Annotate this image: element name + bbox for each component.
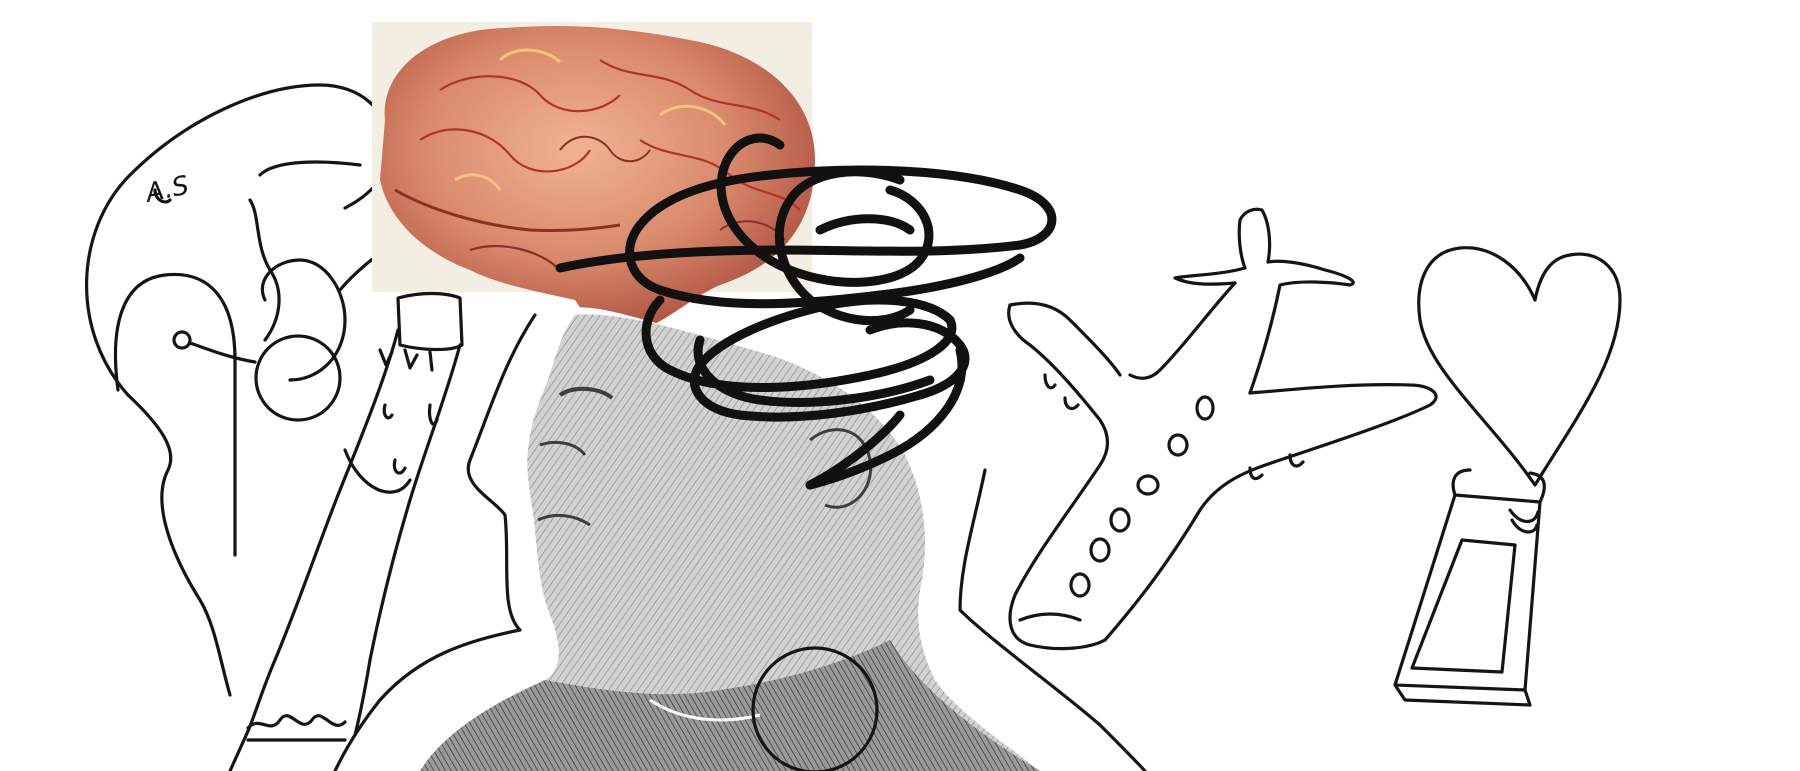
- handwritten-annotation: A.S: [141, 171, 191, 210]
- head-outline: [333, 313, 1147, 771]
- airplane-icon: [1007, 207, 1438, 651]
- heart-icon: [1417, 246, 1622, 487]
- cigarette-icon: [228, 291, 464, 771]
- bottle-icon: [1393, 468, 1546, 707]
- scribble-icon: [555, 133, 1057, 490]
